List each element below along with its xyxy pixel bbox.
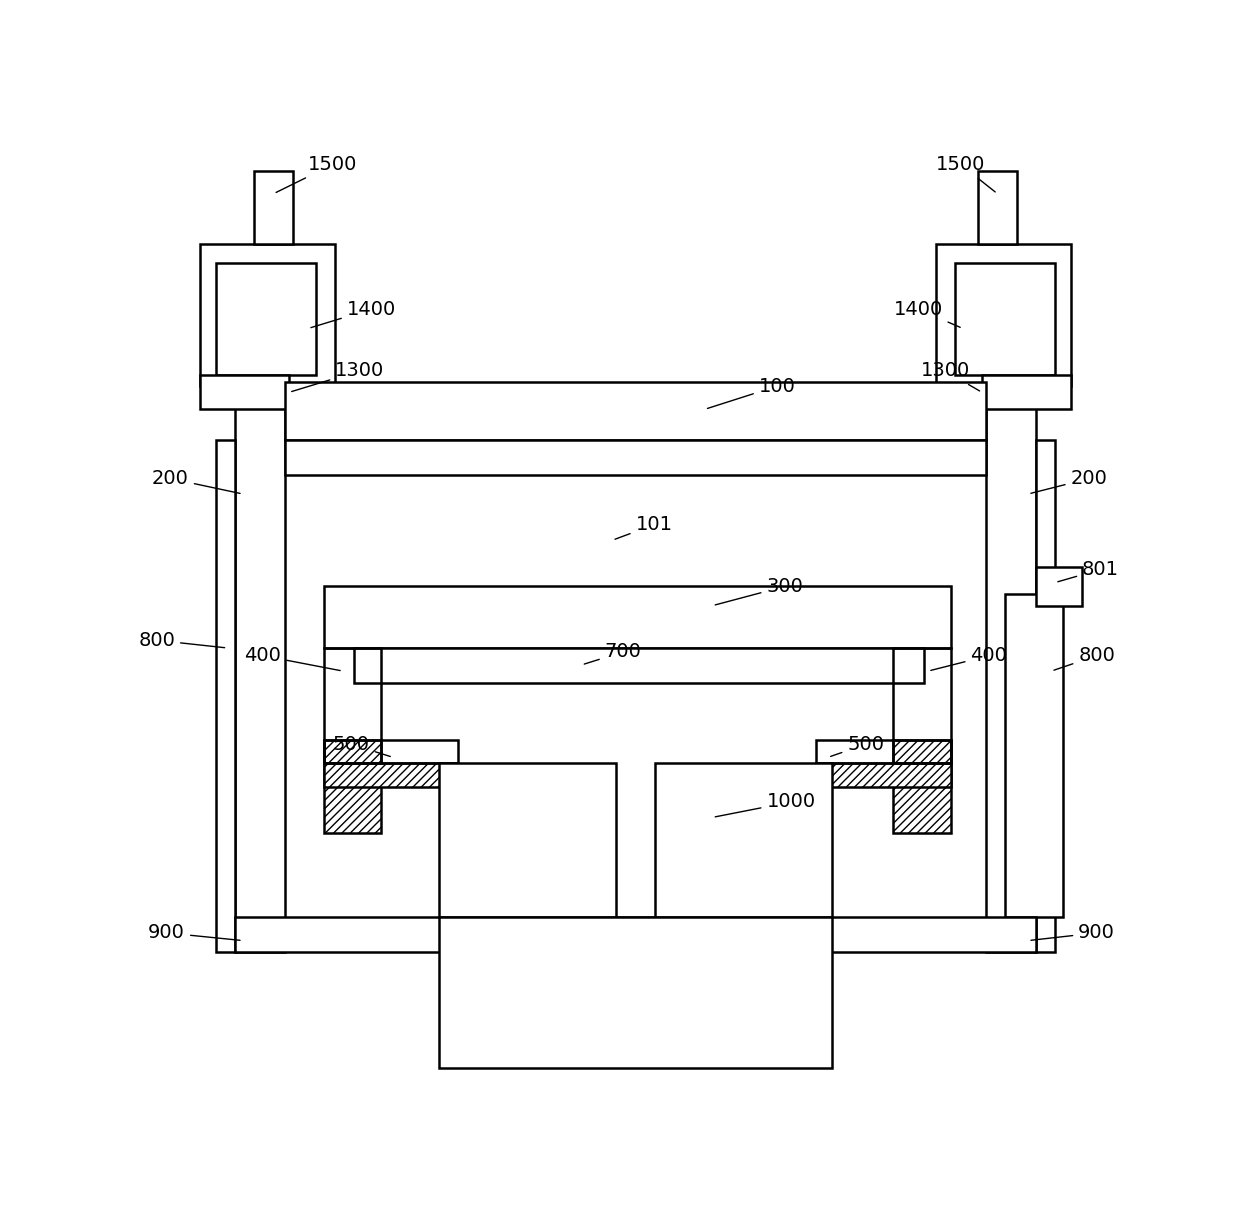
Bar xyxy=(816,763,951,787)
Bar xyxy=(816,740,951,763)
Text: 800: 800 xyxy=(138,630,224,650)
Bar xyxy=(324,648,382,763)
Bar xyxy=(216,263,316,375)
Text: 400: 400 xyxy=(931,646,1007,670)
Bar xyxy=(236,283,285,952)
Bar xyxy=(324,740,382,833)
Text: 1000: 1000 xyxy=(715,793,816,817)
Text: 900: 900 xyxy=(148,923,241,943)
Text: 100: 100 xyxy=(708,376,796,408)
Text: 1500: 1500 xyxy=(936,155,996,192)
Bar xyxy=(1035,567,1083,606)
Bar xyxy=(986,283,1035,952)
Bar xyxy=(324,740,459,763)
Text: 1400: 1400 xyxy=(894,300,960,327)
Bar xyxy=(285,382,986,440)
Text: 1400: 1400 xyxy=(311,300,396,328)
Text: 101: 101 xyxy=(615,515,672,540)
Bar xyxy=(894,740,951,833)
Bar xyxy=(978,171,1017,243)
Bar xyxy=(355,648,924,682)
Bar xyxy=(982,375,1070,409)
Bar xyxy=(655,763,832,918)
Text: 700: 700 xyxy=(584,643,641,664)
Bar xyxy=(324,763,459,787)
Bar xyxy=(894,648,951,763)
Bar xyxy=(1006,594,1063,918)
Bar xyxy=(254,171,293,243)
Bar xyxy=(201,243,335,386)
Bar xyxy=(1035,440,1055,952)
Bar xyxy=(324,586,951,648)
Text: 300: 300 xyxy=(715,576,804,605)
Bar xyxy=(955,263,1055,375)
Text: 200: 200 xyxy=(153,469,241,493)
Text: 500: 500 xyxy=(831,735,884,756)
Text: 400: 400 xyxy=(244,646,340,671)
Bar xyxy=(236,918,1035,952)
Text: 200: 200 xyxy=(1030,469,1107,493)
Text: 800: 800 xyxy=(1054,646,1115,670)
Text: 1300: 1300 xyxy=(291,361,384,392)
Text: 1500: 1500 xyxy=(277,155,357,193)
Text: 900: 900 xyxy=(1030,923,1115,943)
Bar xyxy=(216,440,236,952)
Text: 801: 801 xyxy=(1058,560,1118,581)
Bar xyxy=(439,918,832,1068)
Bar xyxy=(439,763,616,918)
Text: 500: 500 xyxy=(332,735,391,757)
Bar xyxy=(285,440,986,474)
Bar xyxy=(201,375,289,409)
Text: 1300: 1300 xyxy=(920,361,980,391)
Bar xyxy=(936,243,1070,386)
